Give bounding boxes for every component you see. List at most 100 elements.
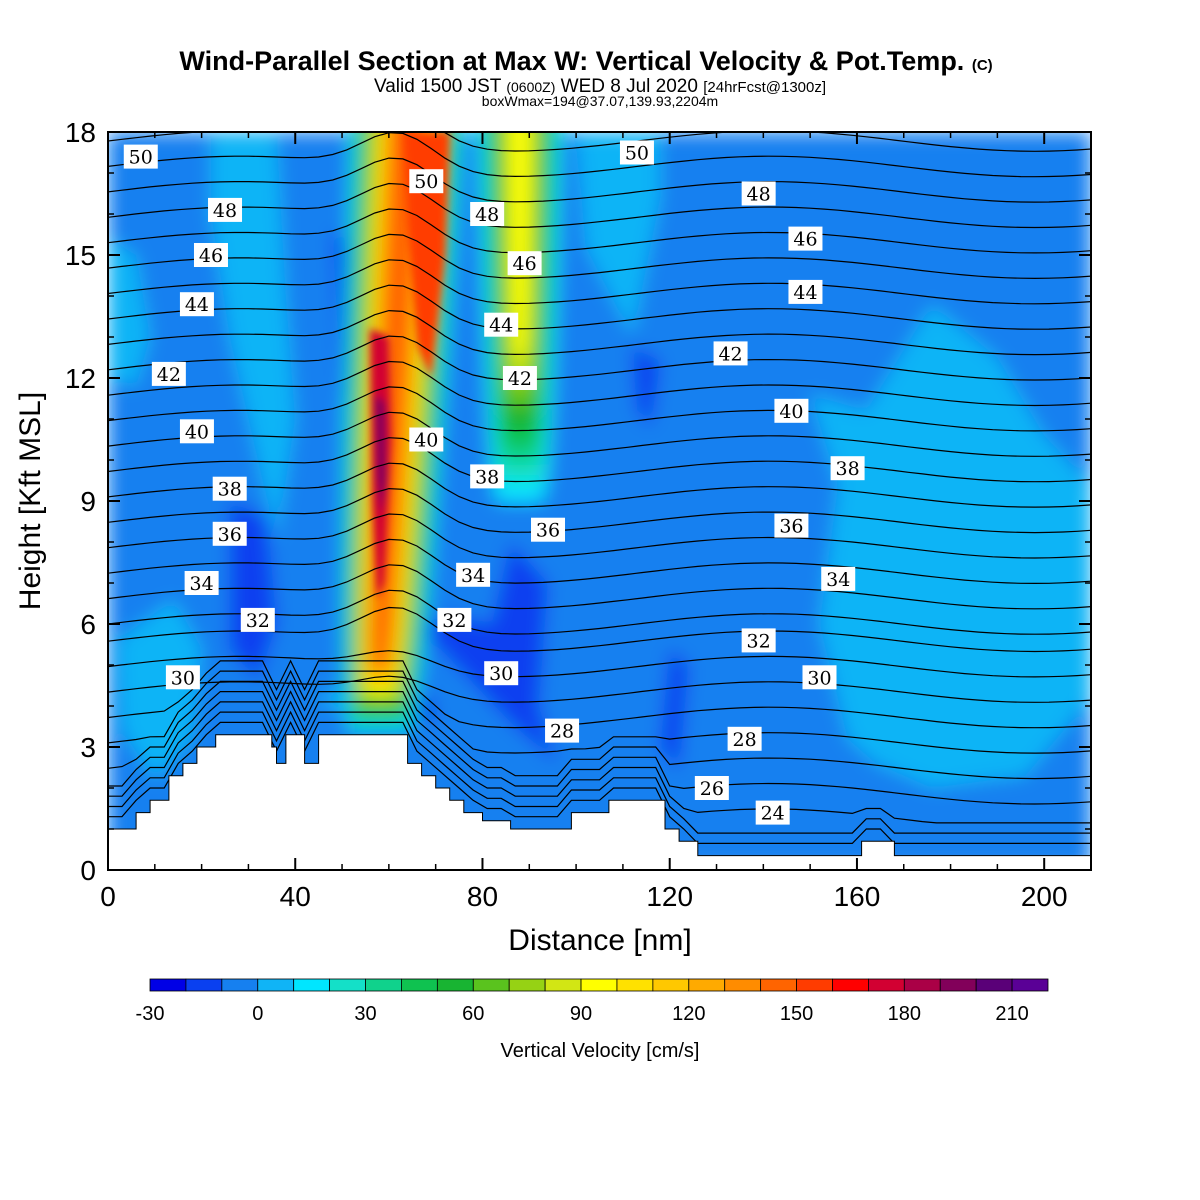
colorbar-swatch [544, 978, 582, 992]
y-tick-label: 9 [80, 486, 96, 517]
contour-label: 34 [456, 562, 491, 587]
peak-core [374, 394, 387, 518]
contour-label-text: 42 [508, 368, 532, 390]
theta-contour [108, 309, 1091, 356]
contour-label-text: 32 [246, 610, 270, 632]
weak-updraft-region [810, 304, 1091, 788]
x-tick-label: 120 [646, 881, 693, 912]
colorbar-swatch [436, 978, 474, 992]
colorbar-tick-label: 210 [995, 1003, 1028, 1025]
chart-title: Wind-Parallel Section at Max W: Vertical… [179, 46, 992, 76]
colorbar-swatch [401, 978, 438, 992]
contour-label: 50 [123, 144, 158, 169]
x-tick-label: 0 [100, 881, 116, 912]
contour-label: 46 [788, 226, 823, 251]
contour-label-box [484, 312, 519, 337]
colorbar-tick-label: 0 [252, 1003, 263, 1025]
contour-label: 32 [437, 607, 472, 632]
contour-label-box [821, 566, 856, 591]
colorbar-swatch [616, 978, 654, 992]
contour-label-box [755, 800, 790, 825]
contour-label-text: 44 [489, 315, 513, 337]
contour-label-box [788, 279, 823, 304]
contour-label-text: 50 [625, 143, 649, 165]
contour-label-text: 28 [733, 729, 757, 751]
contour-label-box [212, 521, 247, 546]
contour-label: 40 [774, 398, 809, 423]
contour-label: 48 [741, 181, 776, 206]
contour-label: 36 [774, 513, 809, 538]
contour-label-box [165, 665, 200, 690]
contour-label-text: 26 [700, 778, 724, 800]
contour-label-text: 44 [793, 282, 817, 304]
y-tick-label: 15 [65, 240, 96, 271]
contour-label-text: 36 [536, 520, 560, 542]
box-info: boxWmax=194@37.07,139.93,2204m [482, 93, 718, 109]
contour-label: 38 [830, 456, 865, 481]
theta-contour [108, 132, 1091, 178]
contour-label-text: 38 [218, 479, 242, 501]
contour-label-text: 40 [185, 421, 209, 443]
contour-label: 44 [788, 279, 823, 304]
y-tick-label: 12 [65, 363, 96, 394]
theta-contour [108, 233, 1091, 280]
theta-contour [108, 182, 1091, 229]
contour-label-box [507, 251, 542, 276]
theta-contour [108, 564, 1091, 610]
theta-contour [108, 386, 1091, 432]
contour-label: 42 [151, 361, 186, 386]
contour-label-box [788, 226, 823, 251]
theta-contour [108, 335, 1091, 381]
contour-label-text: 42 [157, 364, 181, 386]
theta-contour [108, 675, 1091, 703]
contour-label-text: 42 [718, 343, 742, 365]
contour-label-text: 34 [826, 569, 850, 591]
contour-label-box [545, 718, 580, 743]
contour-label: 36 [531, 517, 566, 542]
colorbar-tick-label: 180 [888, 1003, 921, 1025]
contour-label-box [802, 665, 837, 690]
contour-label-box [208, 197, 243, 222]
downdraft-region [229, 501, 277, 682]
theta-contour [108, 208, 1091, 254]
terrain [108, 734, 1091, 870]
colorbar-swatch [329, 978, 366, 992]
contour-label-text: 28 [550, 721, 574, 743]
contour-label-box [240, 607, 275, 632]
contour-label: 44 [179, 292, 214, 317]
y-tick-label: 0 [80, 855, 96, 886]
contour-label: 44 [484, 312, 519, 337]
theta-contour [108, 487, 1091, 534]
contour-label-text: 40 [779, 401, 803, 423]
colorbar-swatch [365, 978, 402, 992]
contour-label-text: 30 [171, 667, 195, 689]
colorbar-swatch [472, 978, 510, 992]
contour-label-text: 50 [129, 147, 153, 169]
contour-label-text: 32 [442, 610, 466, 632]
contour-label: 48 [208, 197, 243, 222]
contour-label-box [741, 181, 776, 206]
contour-label-text: 40 [414, 430, 438, 452]
theta-contour [108, 680, 1091, 780]
contour-label-box [470, 464, 505, 489]
theta-contour [108, 157, 1091, 203]
theta-contour [108, 513, 1091, 559]
contour-label-box [456, 562, 491, 587]
colorbar: -30 0 30 60 90 120 150 180 210 [136, 978, 1049, 1025]
contour-label: 36 [212, 521, 247, 546]
contour-label: 50 [409, 169, 444, 194]
theta-contour [108, 659, 1091, 729]
colorbar-swatch [508, 978, 546, 992]
colorbar-swatch [939, 978, 977, 992]
colorbar-swatch [257, 978, 295, 992]
colorbar-title: Vertical Velocity [cm/s] [501, 1040, 700, 1062]
downdraft-region [416, 542, 558, 764]
colorbar-swatch [903, 978, 941, 992]
downdraft-region [632, 345, 661, 428]
colorbar-swatch [185, 978, 223, 992]
theta-contour [108, 690, 1091, 805]
colorbar-swatch [724, 978, 762, 992]
colorbar-swatch [580, 978, 618, 992]
